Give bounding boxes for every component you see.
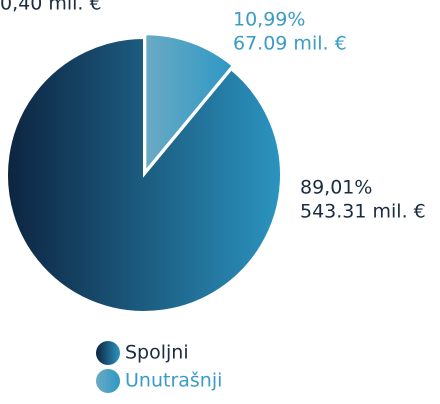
amount-label: 543.31 mil. €: [300, 201, 426, 223]
pie-slice: [6, 36, 282, 313]
legend-label: Unutrašnji: [125, 370, 222, 392]
legend-label: Spoljni: [125, 342, 189, 364]
value-label: 89,01%: [300, 177, 372, 199]
legend-swatch: [96, 341, 120, 365]
pie-slice: [144, 33, 235, 175]
amount-label: 67.09 mil. €: [233, 33, 347, 55]
total-label: 0,40 mil. €: [0, 0, 102, 15]
value-label: 10,99%: [233, 9, 305, 31]
legend-swatch: [96, 369, 120, 393]
